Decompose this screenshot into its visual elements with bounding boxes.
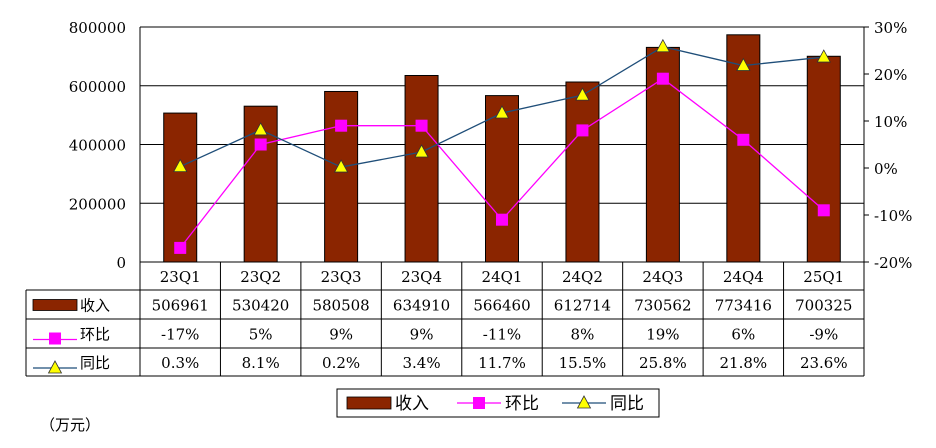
category-label: 24Q3 (642, 268, 683, 286)
row-key-marker (47, 360, 63, 374)
data-table: 23Q1 23Q2 23Q3 23Q4 24Q1 24Q2 24Q3 24Q4 25Q1 收入 50… (25, 261, 865, 377)
right-tick-label: 10% (874, 113, 907, 131)
table-cell: 530420 (232, 297, 289, 315)
table-cell: 580508 (312, 297, 369, 315)
bar (163, 112, 198, 263)
table-cell: 21.8% (720, 354, 768, 372)
left-axis-ticks: 0 200000 400000 600000 800000 (69, 19, 126, 272)
table-cell: 0.3% (161, 354, 199, 372)
bar (806, 55, 841, 263)
point (494, 105, 510, 119)
table-cell: 9% (410, 326, 434, 344)
point (576, 124, 589, 137)
table-cell: 19% (646, 326, 679, 344)
bar (485, 95, 519, 263)
point (816, 49, 831, 63)
row-key (32, 299, 78, 311)
point (335, 119, 348, 132)
point (173, 158, 188, 172)
left-tick-label: 200000 (69, 195, 126, 213)
left-tick-label: 0 (116, 254, 126, 272)
legend-label: 收入 (395, 394, 429, 414)
row-key-marker (49, 332, 61, 345)
table-cell: 3.4% (403, 354, 441, 372)
point (253, 122, 268, 136)
row-label: 同比 (80, 354, 110, 372)
bar (565, 81, 600, 263)
unit-note: （万元） (40, 416, 101, 434)
table-cell: 634910 (393, 297, 450, 315)
right-tick-label: 30% (874, 19, 907, 37)
table-cell: 5% (249, 326, 273, 344)
point (575, 87, 590, 101)
point (656, 72, 669, 85)
legend-marker (576, 395, 592, 409)
point (737, 133, 750, 146)
point (817, 204, 830, 217)
bar (324, 90, 359, 263)
point (415, 119, 428, 132)
category-label: 23Q1 (160, 268, 201, 286)
table-cell: 25.8% (639, 354, 687, 372)
table-cell: 0.2% (322, 354, 360, 372)
right-tick-label: -10% (874, 207, 912, 225)
table-cell: -9% (809, 326, 838, 344)
table-cell: 11.7% (478, 354, 526, 372)
category-label: 23Q3 (321, 268, 362, 286)
point (333, 159, 349, 173)
row-label: 环比 (80, 326, 110, 344)
right-tick-label: 0% (874, 160, 898, 178)
right-axis-ticks: -20% -10% 0% 10% 20% 30% (864, 19, 912, 272)
table-cell: 9% (329, 326, 353, 344)
left-tick-label: 600000 (69, 78, 126, 96)
table-cell: 15.5% (559, 354, 607, 372)
point (254, 138, 267, 151)
table-cell: 566460 (473, 297, 530, 315)
category-label: 24Q1 (482, 268, 523, 286)
table-cell: 506961 (152, 297, 209, 315)
table-cell: 6% (731, 326, 755, 344)
point (736, 57, 751, 71)
left-tick-label: 400000 (69, 137, 126, 155)
legend-label: 环比 (505, 394, 539, 414)
point (496, 213, 508, 226)
table-cell: 23.6% (800, 354, 848, 372)
category-label: 24Q2 (562, 268, 603, 286)
table-cell: -17% (161, 326, 199, 344)
row-label: 收入 (80, 297, 110, 315)
legend-label: 同比 (610, 394, 644, 414)
right-tick-label: 20% (874, 66, 907, 84)
table-cell: -11% (483, 326, 521, 344)
category-label: 23Q4 (401, 268, 442, 286)
table-cell: 730562 (634, 297, 691, 315)
legend-key (346, 396, 392, 410)
ratio-lines (173, 38, 831, 254)
table-cell: 773416 (715, 297, 772, 315)
bar (726, 34, 761, 263)
category-label: 23Q2 (240, 268, 281, 286)
table-cell: 8% (571, 326, 595, 344)
legend: 收入 环比 同比 (336, 388, 660, 418)
table-cell: 8.1% (242, 354, 280, 372)
legend-marker (473, 397, 485, 409)
point (414, 144, 429, 158)
bar (404, 74, 439, 263)
category-label: 25Q1 (803, 268, 844, 286)
table-cell: 612714 (554, 297, 611, 315)
category-label: 24Q4 (723, 268, 764, 286)
right-tick-label: -20% (874, 254, 912, 272)
point (655, 38, 671, 53)
point (174, 241, 187, 254)
left-tick-label: 800000 (69, 19, 126, 37)
table-cell: 700325 (795, 297, 852, 315)
